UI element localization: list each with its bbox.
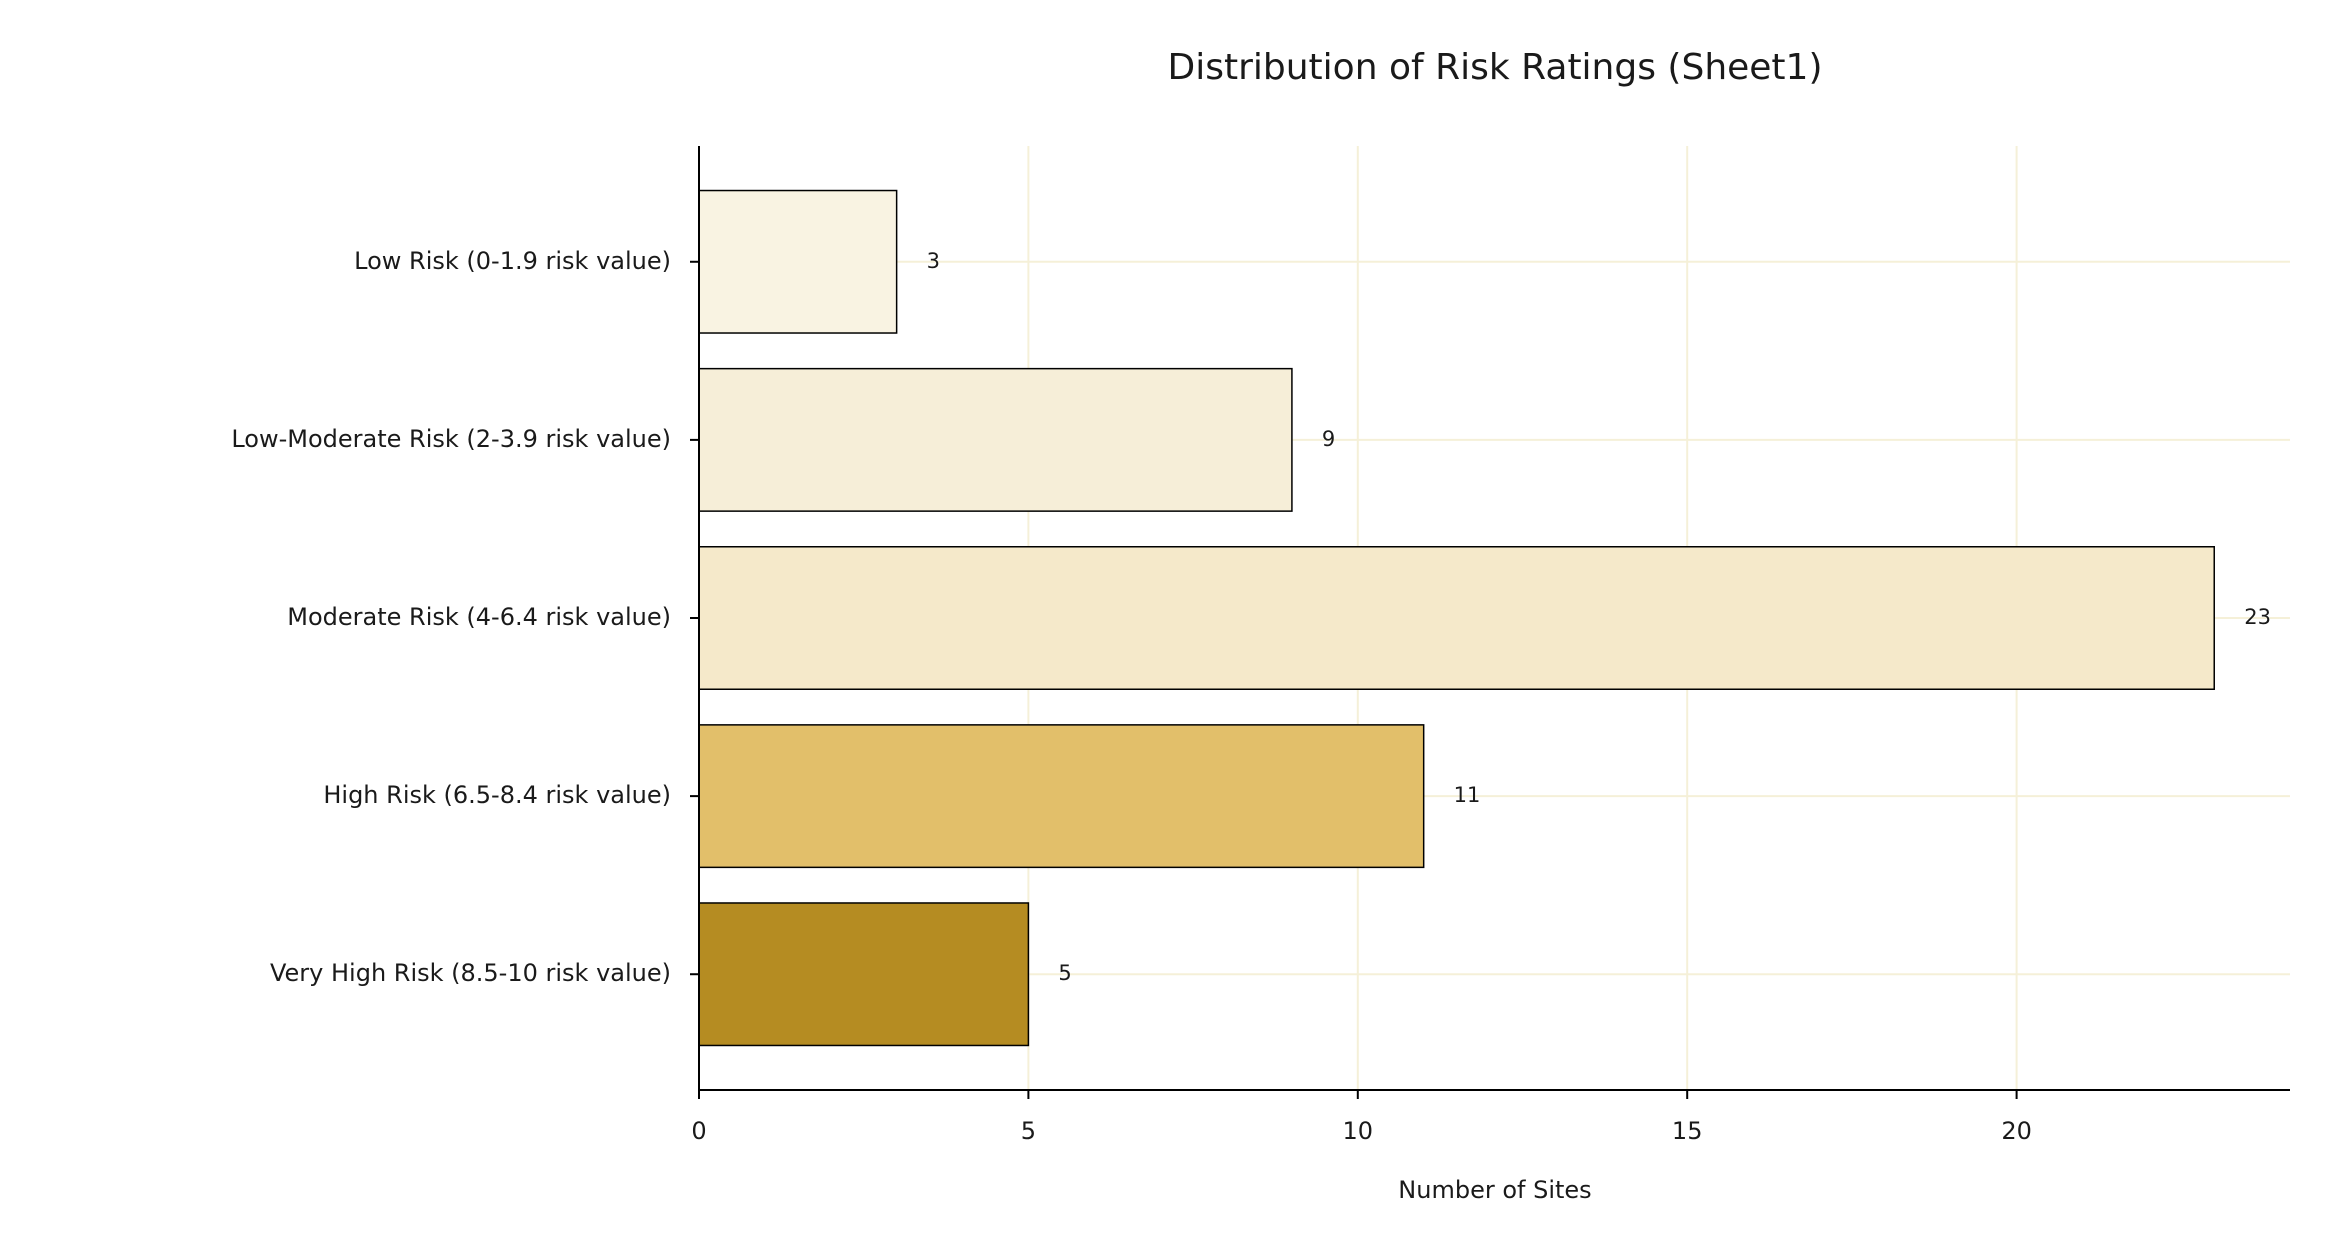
data-label: 9 [1322, 427, 1335, 451]
y-tick-label: Low Risk (0-1.9 risk value) [354, 247, 671, 275]
data-label: 5 [1058, 961, 1071, 985]
x-tick-label: 15 [1672, 1117, 1703, 1145]
x-tick-label: 5 [1021, 1117, 1036, 1145]
bar [698, 902, 1030, 1047]
data-label: 3 [927, 249, 940, 273]
y-tick-label: Very High Risk (8.5-10 risk value) [270, 959, 671, 987]
bar [698, 546, 2215, 690]
x-tick-label: 10 [1343, 1117, 1374, 1145]
x-axis-label: Number of Sites [1398, 1176, 1591, 1204]
y-tick-label: Low-Moderate Risk (2-3.9 risk value) [231, 425, 671, 453]
x-tick-label: 20 [2001, 1117, 2032, 1145]
chart-title: Distribution of Risk Ratings (Sheet1) [1167, 47, 1822, 88]
bar [698, 724, 1425, 869]
bar [698, 367, 1293, 512]
x-tick-label: 0 [691, 1117, 706, 1145]
bar [698, 189, 898, 334]
data-label: 11 [1454, 783, 1481, 807]
y-tick-label: Moderate Risk (4-6.4 risk value) [287, 603, 671, 631]
data-label: 23 [2244, 605, 2271, 629]
y-tick-label: High Risk (6.5-8.4 risk value) [323, 781, 671, 809]
